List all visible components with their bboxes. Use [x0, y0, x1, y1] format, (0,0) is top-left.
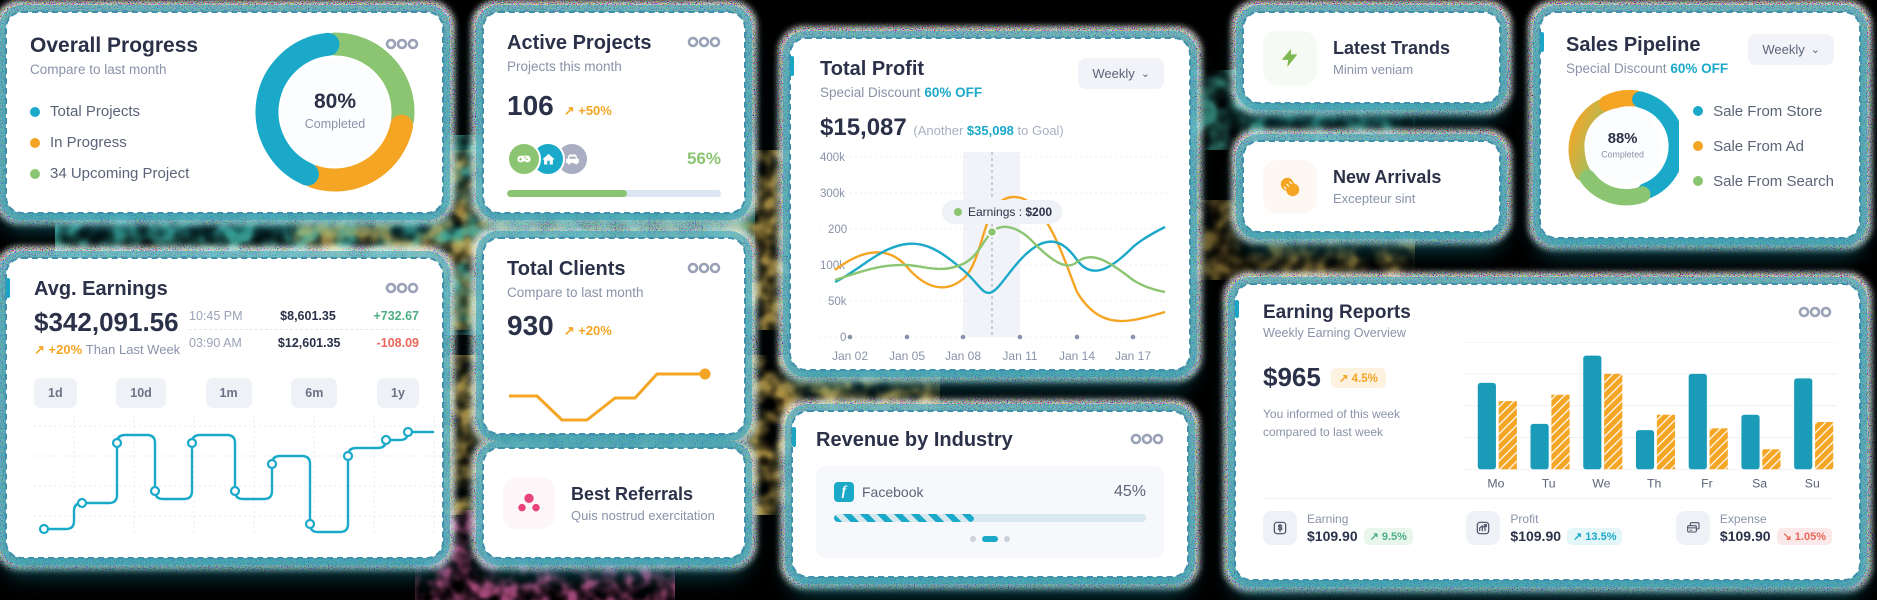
svg-text:300k: 300k: [820, 188, 845, 200]
svg-text:Earnings : $200: Earnings : $200: [968, 205, 1052, 219]
svg-text:Jan 02: Jan 02: [832, 349, 868, 363]
svg-text:50k: 50k: [828, 296, 847, 308]
svg-text:Su: Su: [1805, 476, 1820, 490]
svg-text:We: We: [1592, 476, 1610, 490]
svg-text:Jan 05: Jan 05: [889, 349, 925, 363]
svg-text:Jan 14: Jan 14: [1059, 349, 1095, 363]
svg-text:Completed: Completed: [1601, 149, 1644, 159]
svg-text:400k: 400k: [820, 152, 845, 164]
svg-text:Jan 08: Jan 08: [945, 349, 981, 363]
svg-text:200: 200: [828, 224, 847, 236]
svg-text:Jan 11: Jan 11: [1002, 349, 1037, 363]
svg-text:Sa: Sa: [1752, 476, 1767, 490]
svg-text:Mo: Mo: [1487, 476, 1504, 490]
svg-text:80%: 80%: [314, 90, 356, 113]
svg-text:0: 0: [840, 332, 846, 344]
svg-text:Th: Th: [1647, 476, 1661, 490]
svg-text:88%: 88%: [1608, 131, 1638, 147]
svg-text:Fr: Fr: [1701, 476, 1713, 490]
svg-text:Tu: Tu: [1542, 476, 1556, 490]
svg-text:Jan 17: Jan 17: [1115, 349, 1151, 363]
svg-text:Completed: Completed: [305, 117, 365, 131]
